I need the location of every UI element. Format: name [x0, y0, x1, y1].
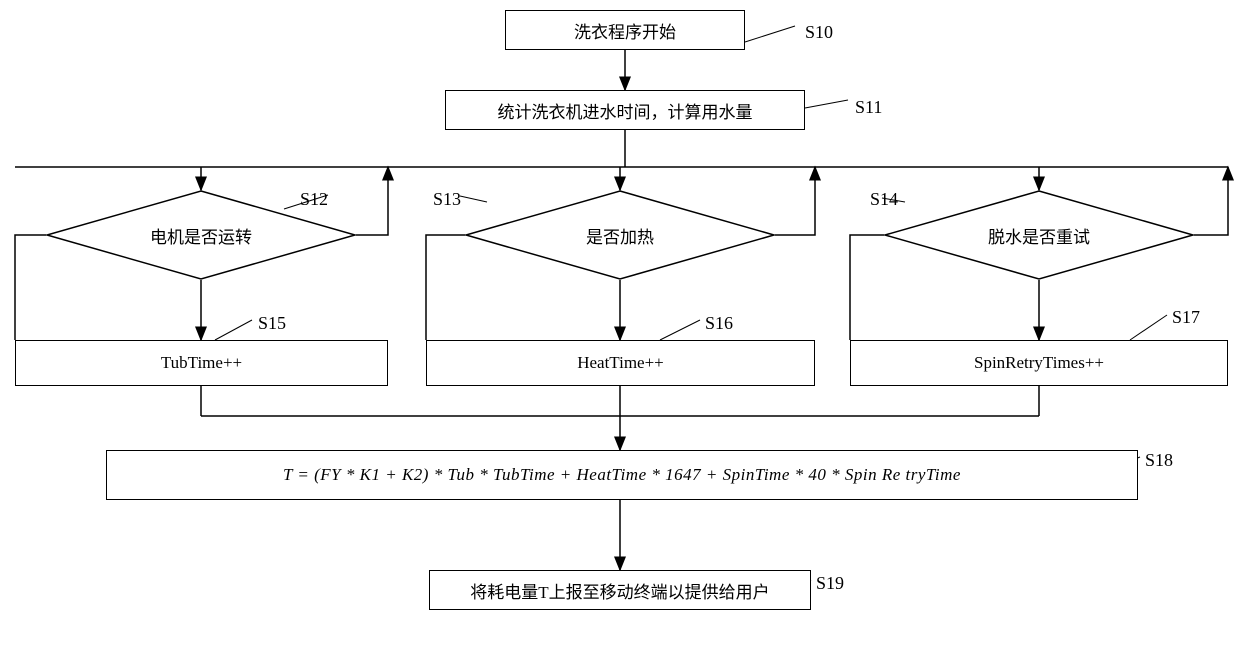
node-label: 将耗电量T上报至移动终端以提供给用户: [470, 578, 769, 603]
node-s16: HeatTime++: [426, 340, 815, 386]
node-label: 洗衣程序开始: [574, 18, 676, 43]
label-tick-s15: [215, 320, 252, 340]
step-label-s19: S19: [816, 573, 844, 594]
label-tick-s10: [745, 26, 795, 42]
step-label-s16: S16: [705, 313, 733, 334]
edge-13: [850, 235, 884, 340]
node-label: TubTime++: [161, 353, 242, 373]
label-tick-s11: [805, 100, 848, 108]
node-s18: T = (FY * K1 + K2) * Tub * TubTime + Hea…: [106, 450, 1138, 500]
step-label-s18: S18: [1145, 450, 1173, 471]
edge-11: [426, 235, 465, 340]
step-label-s14: S14: [870, 189, 898, 210]
node-s17: SpinRetryTimes++: [850, 340, 1228, 386]
node-s14: 脱水是否重试: [884, 190, 1194, 280]
node-label: T = (FY * K1 + K2) * Tub * TubTime + Hea…: [283, 465, 961, 485]
edge-10: [356, 167, 388, 235]
node-s13: 是否加热: [465, 190, 775, 280]
node-label: SpinRetryTimes++: [974, 353, 1104, 373]
node-s15: TubTime++: [15, 340, 388, 386]
label-tick-s16: [660, 320, 700, 340]
edge-12: [775, 167, 815, 235]
node-s11: 统计洗衣机进水时间，计算用水量: [445, 90, 805, 130]
step-label-s12: S12: [300, 189, 328, 210]
node-label: HeatTime++: [577, 353, 664, 373]
edge-9: [15, 235, 46, 340]
step-label-s17: S17: [1172, 307, 1200, 328]
edge-14: [1194, 167, 1228, 235]
node-label: 统计洗衣机进水时间，计算用水量: [498, 98, 753, 123]
label-tick-s17: [1130, 315, 1167, 340]
step-label-s10: S10: [805, 22, 833, 43]
step-label-s15: S15: [258, 313, 286, 334]
step-label-s13: S13: [433, 189, 461, 210]
node-s19: 将耗电量T上报至移动终端以提供给用户: [429, 570, 811, 610]
step-label-s11: S11: [855, 97, 882, 118]
node-s10: 洗衣程序开始: [505, 10, 745, 50]
